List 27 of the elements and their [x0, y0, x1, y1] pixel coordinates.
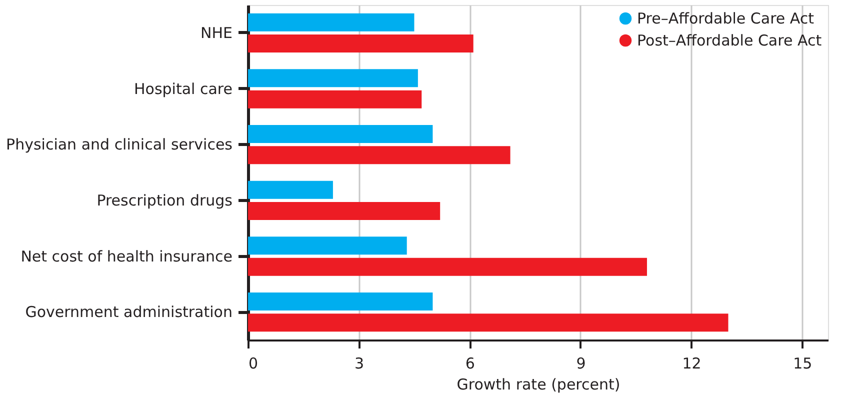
bar [248, 180, 333, 199]
legend-label: Pre–Affordable Care Act [637, 10, 814, 28]
bar [248, 13, 414, 32]
bar [248, 314, 728, 332]
x-tick-label: 0 [248, 354, 258, 372]
bar [248, 90, 422, 108]
x-axis-title: Growth rate (percent) [456, 376, 620, 394]
y-tick-label: Net cost of health insurance [20, 247, 232, 266]
y-tick-label: Hospital care [134, 80, 232, 98]
x-tick-label: 15 [793, 354, 812, 372]
bar [248, 146, 510, 164]
x-tick-label: 3 [354, 354, 364, 372]
bar [248, 292, 433, 311]
bar [248, 125, 433, 144]
bar [248, 69, 418, 88]
x-tick-label: 6 [465, 354, 475, 372]
x-tick-label: 12 [682, 354, 702, 372]
y-tick-label: Prescription drugs [96, 191, 233, 210]
bar [248, 202, 440, 220]
y-tick-label: Government administration [25, 303, 232, 322]
legend-label: Post–Affordable Care Act [637, 32, 822, 50]
x-tick-label: 9 [576, 354, 586, 372]
y-tick-label: Physician and clinical services [6, 136, 233, 154]
bar [248, 236, 407, 255]
y-tick-label: NHE [200, 24, 232, 42]
bar [248, 258, 647, 276]
bar [248, 34, 474, 52]
